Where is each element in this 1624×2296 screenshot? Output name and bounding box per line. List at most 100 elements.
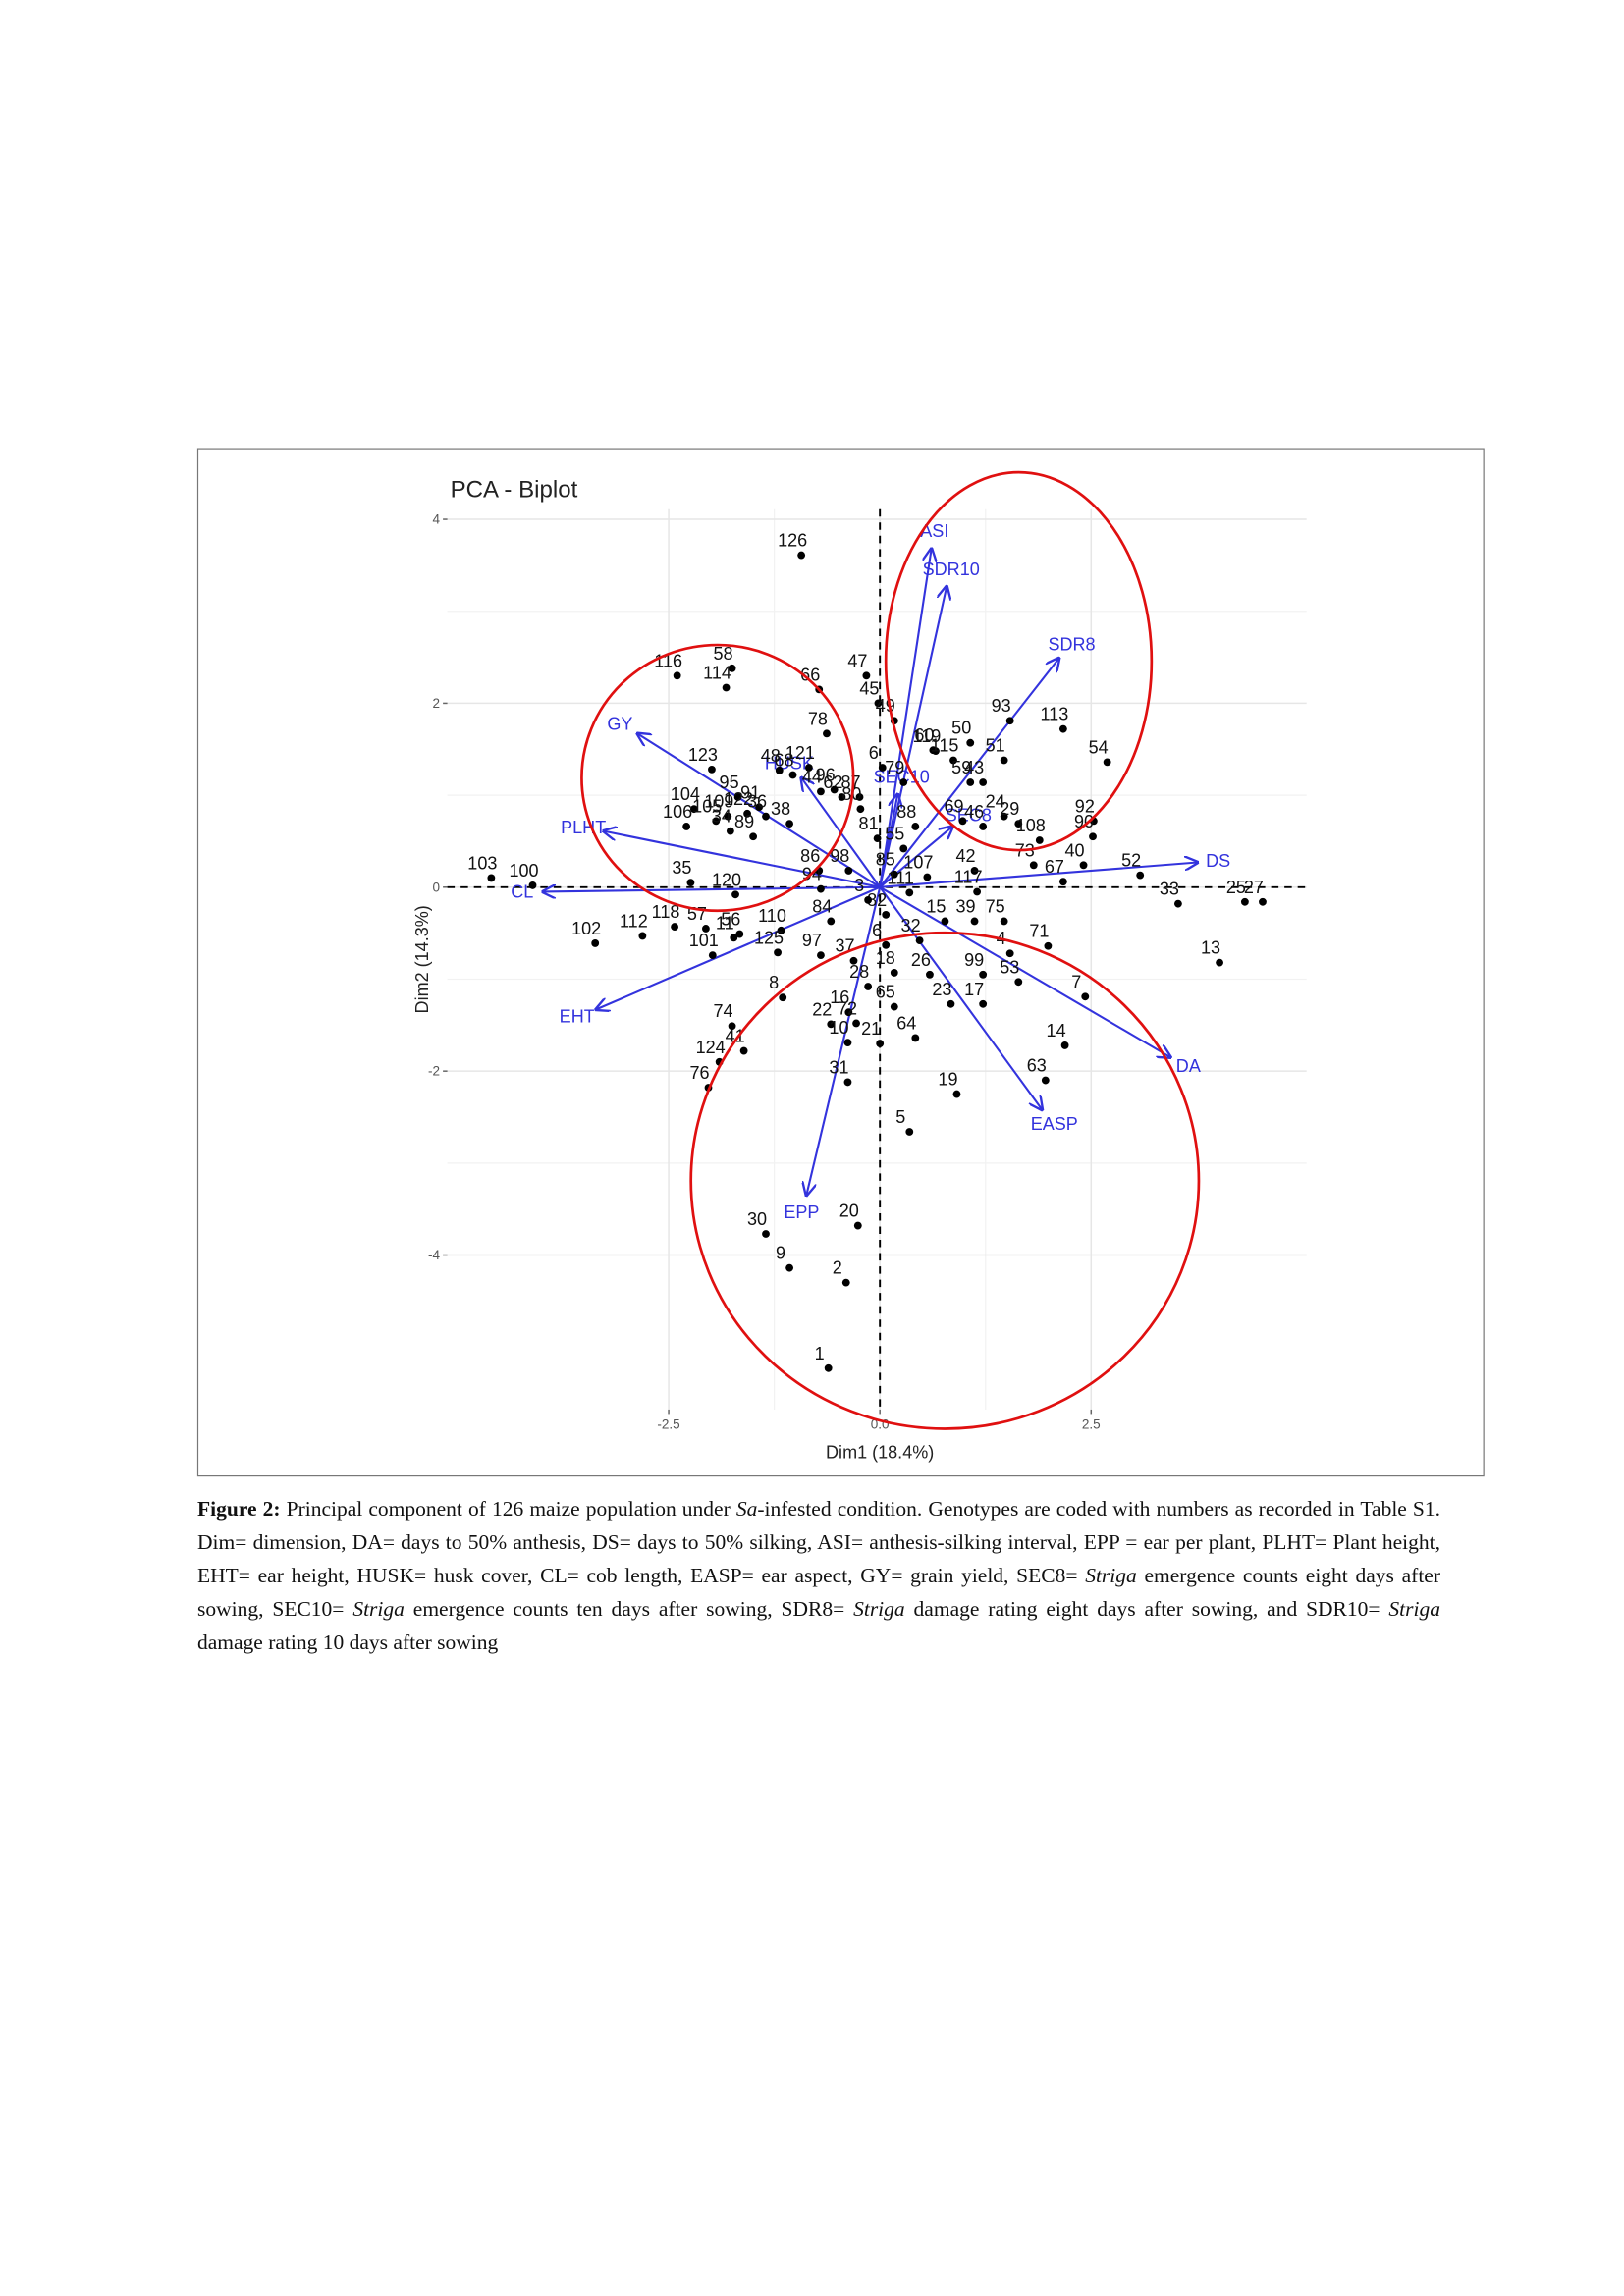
genotype-point	[1174, 899, 1182, 908]
genotype-point	[1005, 717, 1014, 725]
point-label: 47	[847, 651, 867, 670]
point-label: 45	[859, 678, 879, 698]
point-label: 24	[986, 792, 1005, 812]
genotype-point	[733, 793, 742, 801]
point-label: 3	[854, 876, 864, 895]
point-label: 6	[869, 743, 879, 763]
genotype-point	[979, 970, 988, 979]
point-label: 20	[839, 1201, 859, 1221]
loading-arrow	[879, 659, 1058, 888]
genotype-point	[817, 884, 825, 893]
genotype-point	[890, 870, 898, 879]
point-label: 115	[931, 735, 959, 755]
genotype-point	[973, 887, 982, 896]
caption-text: damage rating eight days after sowing, a…	[904, 1597, 1389, 1621]
point-label: 34	[712, 807, 731, 827]
genotype-point	[749, 832, 758, 841]
genotype-point	[923, 873, 932, 881]
point-label: 38	[771, 799, 790, 819]
point-label: 2	[833, 1258, 842, 1278]
point-label: 11	[716, 913, 734, 933]
genotype-point	[970, 867, 979, 875]
cluster-ellipse	[580, 643, 855, 913]
genotype-point	[785, 1263, 794, 1272]
point-label: 98	[830, 846, 849, 866]
point-label: 13	[1201, 938, 1220, 958]
genotype-point	[841, 1278, 850, 1287]
genotype-point	[1044, 941, 1053, 950]
genotype-point	[797, 551, 806, 560]
loading-label: SEC8	[946, 805, 992, 825]
point-label: 19	[938, 1070, 957, 1090]
point-label: 28	[849, 962, 869, 982]
point-label: 44	[802, 767, 822, 786]
genotype-point	[874, 699, 883, 708]
genotype-point	[774, 948, 782, 957]
loading-arrow	[879, 549, 931, 887]
genotype-point	[970, 917, 979, 926]
genotype-point	[1000, 812, 1008, 821]
point-label: 105	[692, 796, 722, 816]
point-label: 36	[747, 792, 767, 812]
point-label: 100	[509, 861, 538, 881]
point-label: 53	[1000, 957, 1019, 977]
point-label: 124	[696, 1038, 726, 1057]
point-label: 71	[1029, 922, 1049, 941]
point-label: 21	[861, 1019, 881, 1039]
point-label: 10	[829, 1018, 848, 1038]
genotype-point	[864, 896, 873, 904]
genotype-point	[735, 930, 744, 938]
point-label: 42	[955, 846, 975, 866]
caption-italic: Striga	[1085, 1564, 1137, 1587]
point-label: 69	[944, 796, 963, 816]
loading-arrow	[879, 794, 897, 887]
genotype-point	[878, 764, 887, 772]
point-label: 65	[876, 983, 895, 1002]
point-label: 7	[1071, 972, 1081, 991]
point-label: 50	[951, 719, 971, 738]
point-label: 39	[955, 896, 975, 916]
point-label: 119	[913, 726, 942, 746]
point-label: 72	[838, 998, 857, 1018]
chart-title: PCA - Biplot	[451, 477, 578, 504]
point-label: 15	[926, 896, 946, 916]
point-label: 40	[1064, 840, 1084, 860]
genotype-point	[1058, 878, 1067, 886]
loading-arrow	[879, 586, 947, 888]
genotype-point	[862, 671, 871, 680]
point-label: 62	[823, 773, 842, 792]
genotype-point	[1081, 992, 1090, 1001]
loading-arrow	[604, 831, 881, 888]
genotype-point	[827, 1020, 836, 1029]
point-label: 92	[1075, 796, 1095, 816]
point-label: 63	[1027, 1056, 1047, 1076]
genotype-point	[966, 738, 975, 747]
genotype-point	[1014, 978, 1023, 987]
loading-arrow	[880, 863, 1198, 888]
genotype-point	[689, 805, 698, 814]
genotype-point	[726, 827, 734, 835]
genotype-point	[941, 917, 949, 926]
point-label: 48	[761, 746, 781, 766]
genotype-point	[1014, 820, 1023, 828]
point-label: 29	[1000, 799, 1019, 819]
genotype-point	[952, 1090, 961, 1098]
point-label: 30	[747, 1209, 767, 1229]
genotype-point	[830, 785, 839, 794]
point-label: 58	[714, 644, 733, 664]
genotype-point	[876, 1040, 885, 1047]
genotype-point	[591, 939, 600, 947]
caption-italic: Sa	[735, 1497, 758, 1521]
loading-label: SDR8	[1049, 634, 1096, 654]
genotype-point	[827, 917, 836, 926]
loading-label: CL	[511, 882, 533, 902]
point-label: 109	[704, 792, 733, 812]
genotype-point	[487, 874, 496, 882]
genotype-point	[728, 1022, 736, 1031]
loading-label: PLHT	[561, 818, 606, 837]
point-label: 101	[689, 931, 719, 950]
genotype-point	[788, 771, 797, 779]
point-label: 108	[1016, 816, 1046, 835]
point-label: 46	[964, 802, 984, 822]
